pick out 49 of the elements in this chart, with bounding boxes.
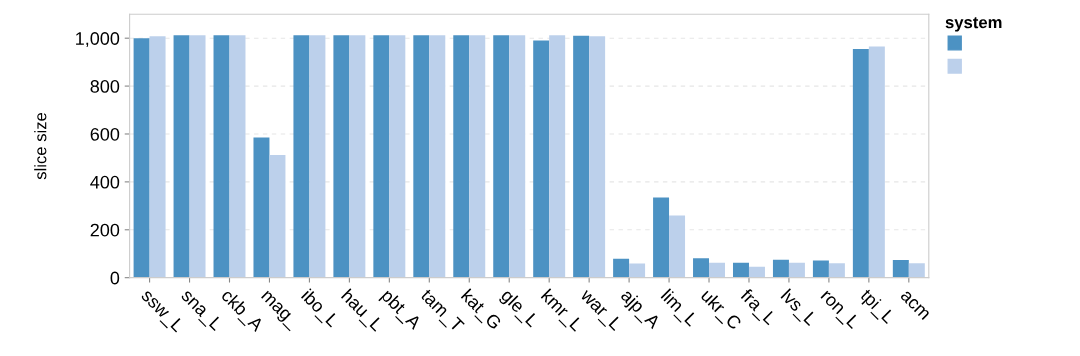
bar [149,36,166,278]
bar [788,262,805,278]
y-axis-title: slice size [34,112,47,180]
bar [229,35,246,278]
bar [693,258,710,278]
bar [709,262,725,278]
bar [189,35,206,278]
bar [533,40,550,278]
bar [772,259,789,278]
bar [748,266,765,278]
bar [213,35,230,278]
bar [892,259,909,278]
bar [493,35,510,278]
legend-title: system [945,17,1002,32]
bar [549,35,566,278]
bar [509,35,526,278]
bar [173,35,190,278]
bar [812,260,829,278]
y-tick-label: 1,000 [76,32,120,48]
bar [613,258,630,278]
bar [133,38,150,278]
y-tick-label: 600 [90,127,120,141]
bar [653,197,670,278]
bar [309,35,326,278]
bar [629,263,646,278]
bar [828,263,845,278]
bar [349,35,366,278]
bar [868,46,885,278]
bar [413,35,430,278]
bar [333,35,350,278]
bar [389,35,406,278]
y-tick-label: 200 [90,223,120,237]
bar [469,35,486,278]
y-tick-label: 800 [90,80,120,93]
x-tick-label: acm [899,290,930,321]
bar [669,215,686,278]
bar [573,35,590,278]
bar [373,35,390,278]
bar [293,35,310,278]
bar [908,263,925,278]
bar [453,35,470,278]
bar [429,35,446,278]
bar [733,262,749,278]
y-tick-label: 0 [110,271,120,285]
bar [253,137,270,278]
bar [852,48,869,278]
y-tick-label: 400 [90,175,120,189]
bar [269,155,286,278]
bar [589,36,606,278]
